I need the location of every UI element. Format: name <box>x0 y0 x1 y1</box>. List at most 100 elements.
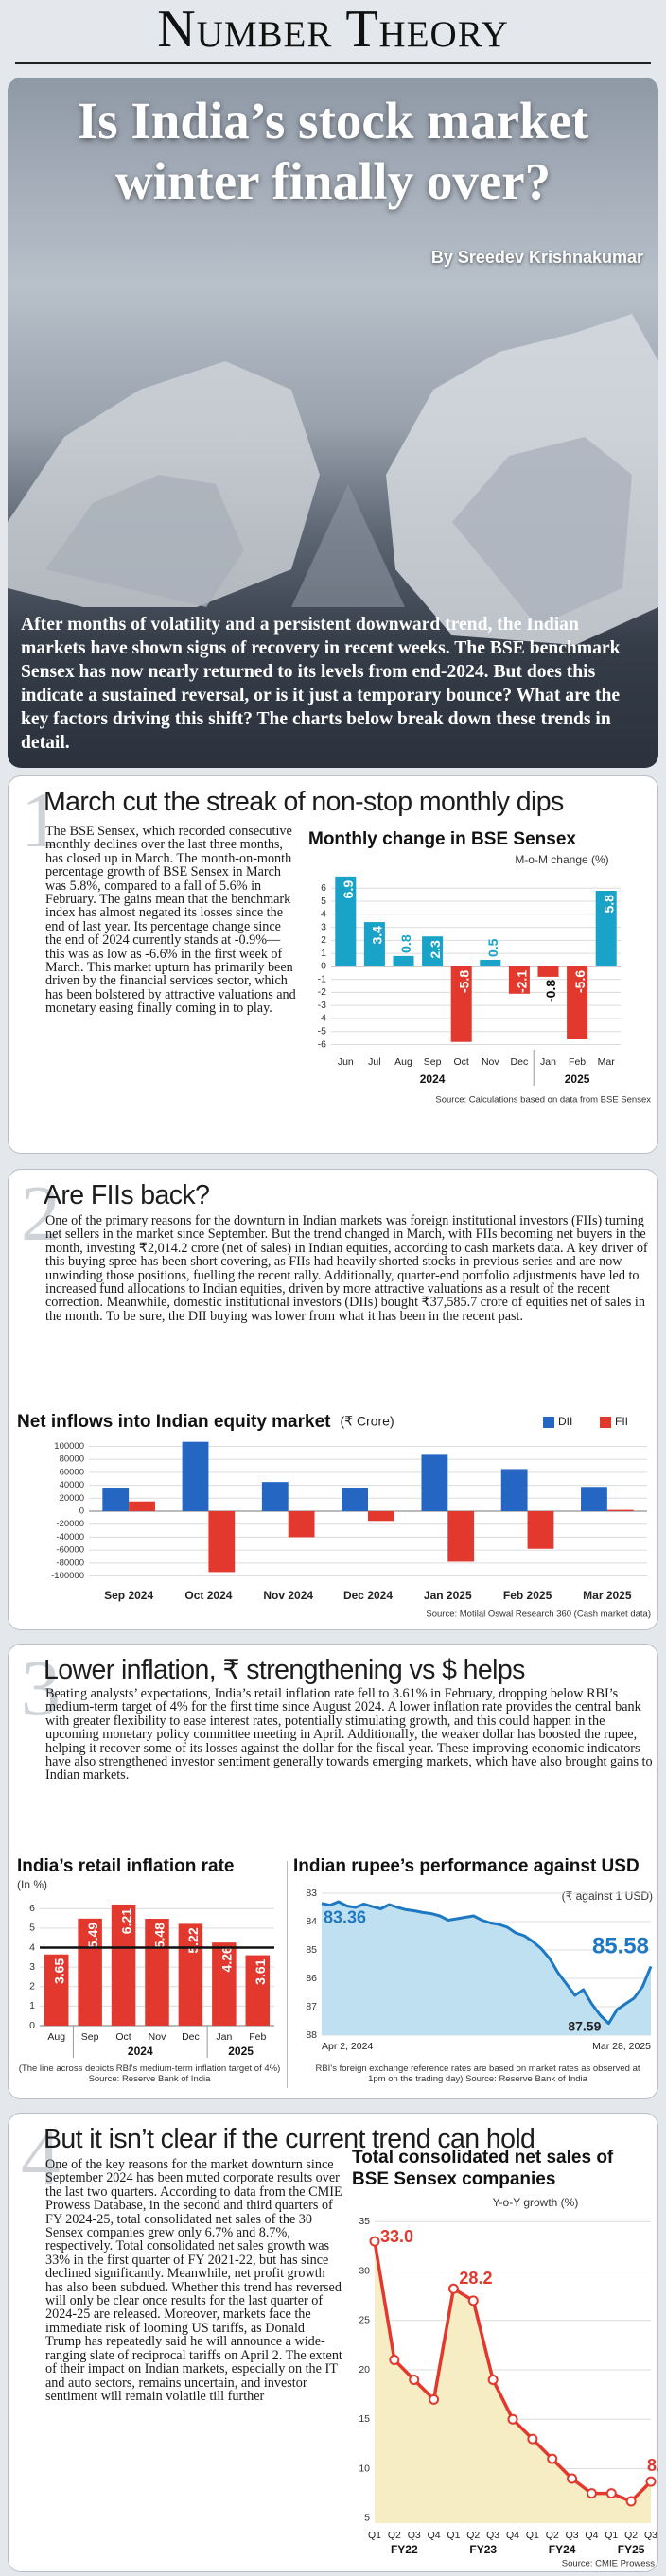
chart: India’s retail inflation rate (In %) 0 1 2 3 4… <box>17 1856 274 2058</box>
bar <box>182 1441 209 1511</box>
source: Source: Calculations based on data from … <box>435 1095 651 1105</box>
x-tick-label: Aug <box>394 1056 412 1068</box>
x-group-label: 2025 <box>228 2045 254 2058</box>
x-tick-label: Mar <box>598 1056 616 1068</box>
legend-label: DII <box>558 1415 572 1428</box>
y-tick-label: 1 <box>321 948 326 959</box>
data-label: 5.49 <box>85 1923 100 1948</box>
x-tick-label: Jul <box>368 1056 380 1068</box>
x-tick-label: Q3 <box>566 2530 579 2541</box>
masthead-rule <box>15 62 651 64</box>
y-tick-label: 3 <box>29 1961 35 1973</box>
paper-pile <box>291 484 405 607</box>
data-label: 0.5 <box>485 938 500 957</box>
point <box>586 2488 597 2499</box>
masthead: Number Theory <box>157 0 509 59</box>
y-tick-label: -60000 <box>56 1545 84 1556</box>
point <box>409 2374 420 2385</box>
y-tick-label: -2 <box>318 986 326 998</box>
chart-subtitle: M-o-M change (%) <box>515 853 608 866</box>
y-tick-label: 0 <box>79 1506 84 1517</box>
area <box>322 1902 651 2035</box>
chart: Indian rupee’s performance against USD (₹… <box>293 1856 653 2052</box>
data-label: 5.22 <box>185 1927 201 1953</box>
chart-unit: (₹ Crore) <box>340 1414 394 1429</box>
bar <box>595 891 617 966</box>
chart-subtitle: (In %) <box>17 1878 47 1891</box>
bar <box>581 1487 607 1511</box>
bar <box>567 966 588 1039</box>
x-tick-label: Feb <box>569 1056 586 1068</box>
x-tick-label: Sep 2024 <box>104 1589 153 1602</box>
y-tick-label: 83 <box>306 1888 317 1899</box>
y-tick-label: 5 <box>29 1923 35 1934</box>
hero-title: Is India’s stock market winter finally o… <box>77 92 589 210</box>
data-label: 5.8 <box>601 895 616 914</box>
point <box>527 2433 538 2445</box>
y-tick-label: 2 <box>29 1981 35 1993</box>
data-label: 3.4 <box>370 926 385 945</box>
y-tick-label: 80000 <box>60 1454 84 1465</box>
line <box>321 1900 653 2026</box>
x-tick-label: Q3 <box>486 2530 500 2541</box>
section-number: 1 <box>21 776 61 864</box>
x-tick-label: Feb <box>249 2031 266 2043</box>
data-label: 2.3 <box>428 940 443 959</box>
x-tick-label: Q3 <box>408 2530 421 2541</box>
x-tick-label: Q2 <box>546 2530 559 2541</box>
section-number: 2 <box>21 1170 61 1258</box>
x-tick-label: Q2 <box>466 2530 480 2541</box>
section-body: One of the key reasons for the market do… <box>45 2157 342 2404</box>
source: Source: Reserve Bank of India <box>88 2074 211 2084</box>
point <box>467 2295 479 2306</box>
bar <box>78 1918 102 2026</box>
legend-label: FII <box>615 1415 628 1428</box>
point <box>389 2355 400 2366</box>
y-tick-label: -1 <box>318 973 326 984</box>
chart: Net inflows into Indian equity market (₹ … <box>17 1413 651 1620</box>
y-tick-label: 4 <box>321 909 326 920</box>
x-tick-label: Q1 <box>368 2530 381 2541</box>
point <box>487 2374 499 2385</box>
x-tick-label: Sep <box>81 2031 99 2043</box>
chart-title: Total consolidated net sales of BSE Sens… <box>352 2148 614 2189</box>
section-panel <box>8 1169 658 1630</box>
x-tick-label: Dec <box>182 2031 200 2043</box>
data-label: -0.8 <box>543 980 558 1002</box>
bar <box>111 1904 136 2026</box>
y-tick-label: 5 <box>321 896 326 907</box>
legend-swatch <box>543 1417 554 1428</box>
x-tick-label: Jan <box>540 1056 556 1068</box>
y-tick-label: -80000 <box>56 1558 84 1568</box>
x-tick-label: Feb 2025 <box>503 1589 552 1602</box>
bar <box>527 1511 554 1549</box>
y-tick-label: 88 <box>306 2029 317 2041</box>
x-tick-label: Sep <box>424 1056 442 1068</box>
x-tick-label: Dec 2024 <box>343 1589 393 1602</box>
bar <box>342 1488 368 1511</box>
x-tick-label: Q4 <box>428 2530 441 2541</box>
y-tick-label: 35 <box>359 2216 370 2227</box>
chart-subtitle: (₹ against 1 USD) <box>562 1889 653 1903</box>
y-tick-label: 25 <box>359 2315 370 2326</box>
data-label: 3.61 <box>253 1958 268 1984</box>
y-tick-label: -100000 <box>51 1571 84 1581</box>
section-heading: Are FIIs back? <box>44 1180 210 1210</box>
y-tick-label: -20000 <box>56 1519 84 1529</box>
x-group-label: FY23 <box>469 2543 497 2556</box>
chart: Y-o-Y growth (%) Source: CMIE Prowess 5 10 1… <box>359 2196 658 2568</box>
point <box>567 2473 578 2484</box>
intro: After months of volatility and a persist… <box>21 615 621 753</box>
source: Source: Reserve Bank of India <box>465 2074 587 2084</box>
legend-swatch <box>600 1417 611 1428</box>
y-tick-label: 5 <box>364 2513 370 2524</box>
x-group-label: 2024 <box>420 1072 446 1086</box>
data-label: -5.8 <box>456 970 471 993</box>
point <box>625 2496 637 2507</box>
x-tick-label: Jan 2025 <box>424 1589 472 1602</box>
bar <box>606 1509 634 1511</box>
x-tick-label: Q1 <box>605 2530 618 2541</box>
chart-title: Net inflows into Indian equity market <box>17 1413 331 1432</box>
bar <box>129 1501 155 1511</box>
section-body: One of the primary reasons for the downt… <box>45 1213 648 1324</box>
